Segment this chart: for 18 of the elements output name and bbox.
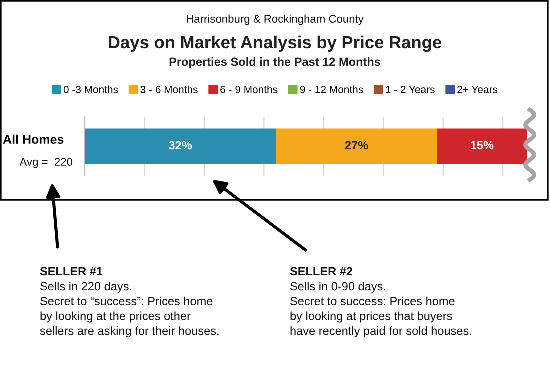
text: Sells in 220 days. Secret to “success”: Prices home by looking at the prices other sellers are asking for their houses.	[40, 282, 219, 338]
chart-subtitle: Properties Sold in the Past 12 Months	[170, 58, 380, 69]
text: SELLER #2	[290, 267, 353, 276]
legend-label: 1 - 2 Years	[386, 86, 435, 94]
text: Harrisonburg & Rockingham County	[186, 14, 364, 26]
text: SELLER #1	[40, 267, 103, 276]
legend-label: 3 - 6 Months	[140, 86, 198, 94]
chart-title: Days on Market Analysis by Price Range	[109, 36, 442, 52]
legend-label: 0 -3 Months	[64, 86, 118, 94]
legend-label: 6 - 9 Months	[220, 86, 278, 94]
data-label: 32%	[169, 141, 192, 150]
text: Sells in 0-90 days. Secret to success: Prices home by looking at prices that buyers have recently paid for sold houses.	[290, 282, 472, 338]
legend-label: 2+ Years	[458, 86, 498, 94]
text: Avg = 220	[20, 158, 73, 168]
y-tick-label: All Homes	[3, 134, 64, 144]
legend-label: 9 - 12 Months	[300, 86, 364, 94]
data-label: 27%	[345, 141, 368, 150]
data-label: 15%	[471, 141, 494, 150]
